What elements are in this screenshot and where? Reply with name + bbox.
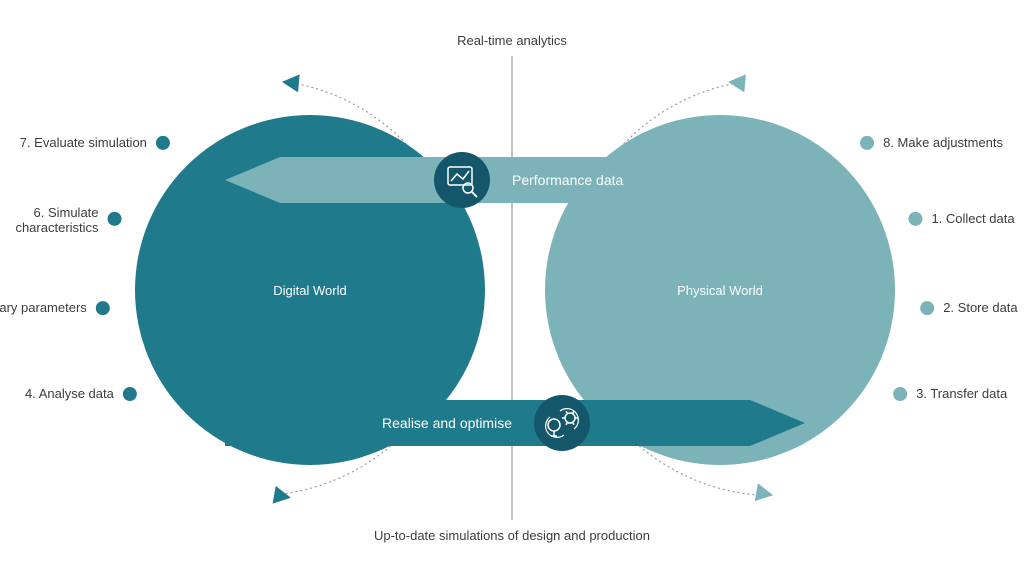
step-label-4: 4. Analyse data bbox=[25, 386, 115, 401]
optimise-icon bbox=[534, 395, 590, 451]
caption-top: Real-time analytics bbox=[457, 33, 567, 48]
step-label-8: 8. Make adjustments bbox=[883, 135, 1003, 150]
step-label-5: 5. Vary parameters bbox=[0, 300, 87, 315]
step-dot-2 bbox=[920, 301, 934, 315]
step-dot-8 bbox=[860, 136, 874, 150]
step-dot-6 bbox=[108, 212, 122, 226]
orbit-arrow-left-top bbox=[281, 73, 300, 92]
caption-bottom: Up-to-date simulations of design and pro… bbox=[374, 528, 650, 543]
performance-data-label: Performance data bbox=[512, 172, 623, 188]
step-label-6: 6. Simulate bbox=[33, 205, 98, 220]
digital-world-label: Digital World bbox=[273, 283, 346, 298]
step-dot-7 bbox=[156, 136, 170, 150]
step-dot-1 bbox=[908, 212, 922, 226]
step-label-2: 2. Store data bbox=[943, 300, 1018, 315]
physical-world-label: Physical World bbox=[677, 283, 763, 298]
step-dot-3 bbox=[893, 387, 907, 401]
orbit-arrow-left-bottom bbox=[273, 486, 293, 507]
analytics-icon bbox=[434, 152, 490, 208]
orbit-arrow-right-bottom bbox=[755, 483, 775, 504]
step-dot-5 bbox=[96, 301, 110, 315]
step-dot-4 bbox=[123, 387, 137, 401]
realise-optimise-arrow bbox=[225, 400, 805, 446]
step-label-6-line2: characteristics bbox=[15, 220, 99, 235]
realise-optimise-label: Realise and optimise bbox=[382, 415, 512, 431]
step-label-1: 1. Collect data bbox=[931, 211, 1015, 226]
step-label-3: 3. Transfer data bbox=[916, 386, 1008, 401]
step-label-7: 7. Evaluate simulation bbox=[20, 135, 147, 150]
orbit-arrow-right-top bbox=[727, 73, 746, 92]
